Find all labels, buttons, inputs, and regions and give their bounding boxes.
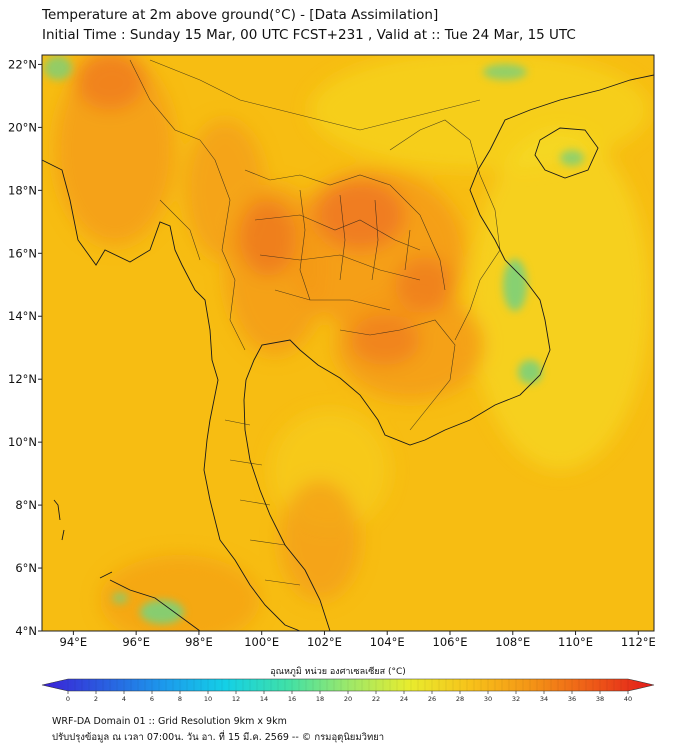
lat-tick-label: 10°N bbox=[8, 435, 37, 449]
colorbar-tick-label: 30 bbox=[484, 695, 492, 703]
coastline-myanmar bbox=[42, 159, 221, 541]
colorbar-tick-label: 0 bbox=[66, 695, 70, 703]
lat-tick-label: 14°N bbox=[8, 309, 37, 323]
lat-tick-label: 22°N bbox=[8, 57, 37, 71]
lon-tick-label: 98°E bbox=[185, 635, 213, 649]
colorbar-tick-label: 18 bbox=[316, 695, 324, 703]
colorbar-ticks: 0 2 4 6 8 10 12 14 16 18 20 22 24 26 28 30 32 34 36 38 40 bbox=[66, 679, 632, 703]
coastline-sumatra bbox=[99, 571, 201, 631]
footer-update-info: ปรับปรุงข้อมูล ณ เวลา 07:00น. วัน อา. ที… bbox=[52, 732, 385, 743]
border-peninsula-provinces bbox=[224, 419, 301, 586]
colorbar-tick-label: 34 bbox=[540, 695, 548, 703]
lat-tick-label: 6°N bbox=[15, 561, 37, 575]
cool-zone-south-china-sea bbox=[470, 130, 650, 470]
cold-spot-hainan bbox=[560, 150, 584, 166]
border-cambodia bbox=[339, 319, 456, 431]
map-subtitle: Initial Time : Sunday 15 Mar, 00 UTC FCS… bbox=[42, 27, 576, 43]
cold-spot-vietnam-highlands bbox=[503, 259, 527, 311]
colorbar-tick-label: 10 bbox=[204, 695, 212, 703]
colorbar-tick-label: 8 bbox=[178, 695, 182, 703]
colorbar-tick-label: 2 bbox=[94, 695, 98, 703]
cold-spot-northeast bbox=[483, 64, 527, 80]
lat-tick-label: 18°N bbox=[8, 183, 37, 197]
border-provinces-1 bbox=[254, 214, 421, 311]
colorbar-label: อุณหภูมิ หน่วย องศาเซลเซียส (°C) bbox=[270, 667, 406, 677]
lon-tick-label: 108°E bbox=[495, 635, 530, 649]
cold-spot-northwest bbox=[44, 56, 72, 80]
colorbar-tick-label: 40 bbox=[624, 695, 632, 703]
admin-borders bbox=[129, 59, 501, 586]
map-frame bbox=[41, 54, 655, 632]
hot-core-central-plain bbox=[240, 200, 296, 276]
hot-core-khorat bbox=[315, 180, 405, 250]
colorbar-tick-label: 24 bbox=[400, 695, 408, 703]
border-china bbox=[149, 59, 481, 131]
map-title: Temperature at 2m above ground(°C) - [Da… bbox=[42, 7, 439, 23]
lat-tick-label: 12°N bbox=[8, 372, 37, 386]
border-thailand-laos bbox=[244, 169, 446, 291]
warm-zone-malay-peninsula bbox=[280, 480, 360, 600]
coastlines bbox=[42, 74, 654, 631]
border-myanmar-north bbox=[129, 59, 201, 261]
coastline-hainan bbox=[534, 127, 599, 179]
colorbar-tick-label: 12 bbox=[232, 695, 240, 703]
colorbar-tick-label: 4 bbox=[122, 695, 126, 703]
lon-tick-label: 104°E bbox=[370, 635, 405, 649]
cold-spot-vietnam-coast bbox=[518, 360, 542, 384]
colorbar-tick-label: 26 bbox=[428, 695, 436, 703]
colorbar-tick-label: 6 bbox=[150, 695, 154, 703]
coastline-andaman bbox=[53, 499, 65, 541]
lon-tick-label: 106°E bbox=[433, 635, 468, 649]
hot-core-laos-south bbox=[395, 257, 455, 313]
colorbar-tick-label: 22 bbox=[372, 695, 380, 703]
colorbar-tick-label: 16 bbox=[288, 695, 296, 703]
cold-spot-sumatra bbox=[140, 600, 184, 624]
lat-tick-label: 16°N bbox=[8, 246, 37, 260]
coastline-gulf bbox=[243, 74, 654, 631]
hot-core-northwest bbox=[75, 55, 145, 110]
colorbar-tick-label: 36 bbox=[568, 695, 576, 703]
colorbar-tick-label: 38 bbox=[596, 695, 604, 703]
colorbar-tick-label: 20 bbox=[344, 695, 352, 703]
lon-tick-label: 100°E bbox=[244, 635, 279, 649]
cool-zone-north bbox=[310, 55, 650, 170]
colorbar-tick-label: 14 bbox=[260, 695, 268, 703]
colorbar-tick-label: 32 bbox=[512, 695, 520, 703]
colorbar: 0 2 4 6 8 10 12 14 16 18 20 22 24 26 28 30 32 34 36 38 40 bbox=[41, 678, 655, 703]
colorbar-tick-label: 28 bbox=[456, 695, 464, 703]
border-myanmar-thailand bbox=[199, 139, 246, 351]
footer-model-info: WRF-DA Domain 01 :: Grid Resolution 9km … bbox=[52, 716, 287, 727]
border-laos-vietnam bbox=[389, 119, 501, 341]
coastline-malay-west bbox=[219, 539, 301, 631]
lon-tick-label: 96°E bbox=[122, 635, 150, 649]
warm-zone-myanmar-north bbox=[55, 55, 175, 245]
lat-tick-label: 20°N bbox=[8, 120, 37, 134]
temperature-field bbox=[42, 55, 654, 631]
hot-core-cambodia bbox=[350, 315, 420, 365]
lon-tick-label: 102°E bbox=[307, 635, 342, 649]
cold-spot-sumatra-north bbox=[112, 592, 128, 604]
lon-tick-label: 110°E bbox=[558, 635, 593, 649]
longitude-axis: 94°E 96°E 98°E 100°E 102°E 104°E 106°E 108°E 110… bbox=[60, 631, 656, 649]
lon-tick-label: 112°E bbox=[621, 635, 656, 649]
lon-tick-label: 94°E bbox=[60, 635, 88, 649]
lat-tick-label: 4°N bbox=[15, 624, 37, 638]
latitude-axis: 22°N 20°N 18°N 16°N 14°N 12°N 10°N 8°N 6°N 4°N bbox=[8, 57, 42, 638]
border-provinces-2 bbox=[299, 189, 411, 301]
lat-tick-label: 8°N bbox=[15, 498, 37, 512]
